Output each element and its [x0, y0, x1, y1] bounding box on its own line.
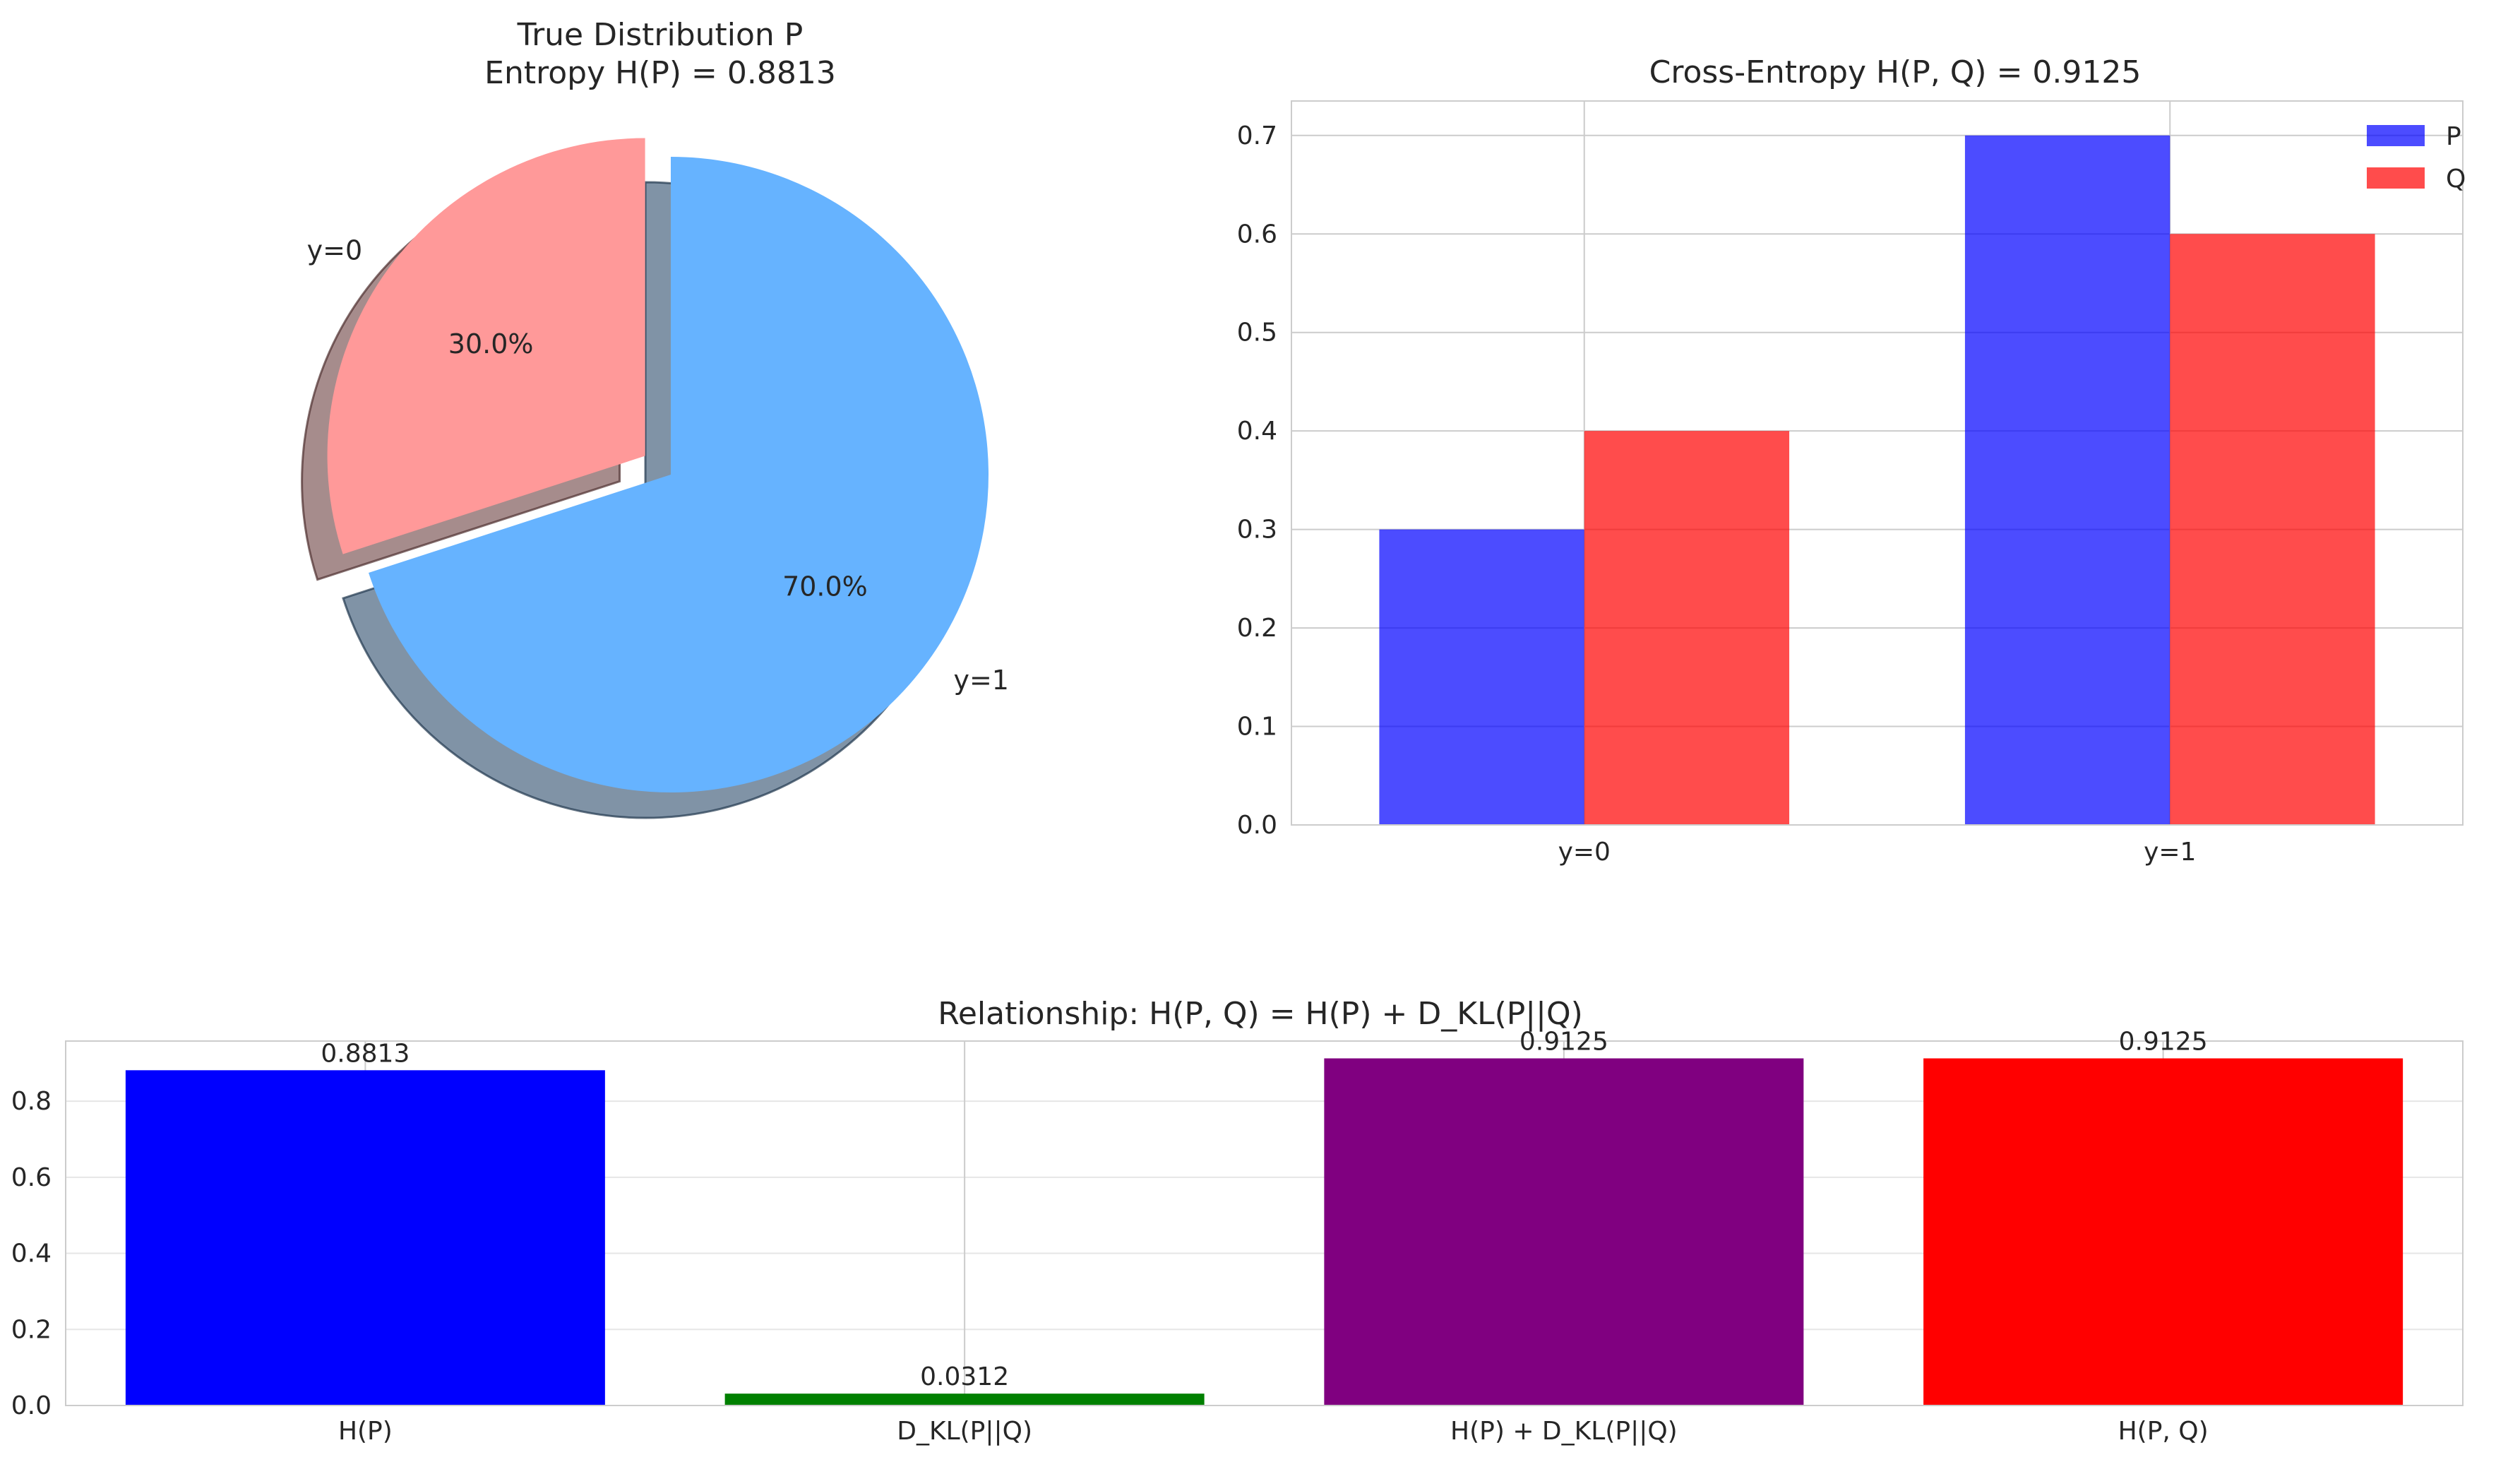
legend-swatch: [2367, 167, 2425, 189]
relationship-plot-frame: [65, 1040, 2464, 1406]
bar: [1923, 1058, 2403, 1405]
y-tick-label: 0.7: [1237, 121, 1277, 150]
x-tick-label: H(P): [338, 1417, 393, 1446]
pie-label: y=1: [953, 665, 1009, 696]
bar-value-label: 0.9125: [1519, 1028, 1608, 1057]
bar: [724, 1393, 1205, 1405]
pie-slice: [327, 138, 645, 554]
y-tick-label: 0.4: [11, 1240, 52, 1268]
bar-P: [1379, 529, 1584, 825]
cross-entropy-plot-frame: [1291, 100, 2464, 826]
pie-label: y=0: [307, 235, 363, 266]
cross-entropy-legend: PQ: [2367, 122, 2466, 194]
y-tick-label: 0.4: [1237, 417, 1277, 446]
y-tick-label: 0.1: [1237, 713, 1277, 742]
relationship-chart: Relationship: H(P, Q) = H(P) + D_KL(P||Q…: [11, 996, 2464, 1446]
y-tick-label: 0.0: [11, 1391, 52, 1420]
y-tick-label: 0.6: [1237, 220, 1277, 249]
cross-entropy-title: Cross-Entropy H(P, Q) = 0.9125: [1649, 54, 2142, 90]
legend-swatch: [2367, 125, 2425, 146]
x-tick-label: y=0: [1558, 838, 1611, 867]
pie-subtitle: Entropy H(P) = 0.8813: [484, 55, 836, 91]
y-tick-label: 0.6: [11, 1163, 52, 1192]
y-tick-label: 0.8: [11, 1087, 52, 1116]
bar-value-label: 0.0312: [920, 1362, 1009, 1391]
pie-chart: True Distribution P Entropy H(P) = 0.881…: [301, 17, 1009, 819]
x-tick-label: D_KL(P||Q): [897, 1417, 1032, 1446]
y-tick-label: 0.2: [1237, 614, 1277, 643]
pie-percent-label: 70.0%: [782, 571, 868, 602]
pie-slice: [369, 157, 989, 792]
x-tick-label: H(P) + D_KL(P||Q): [1450, 1417, 1678, 1446]
bar-P: [1964, 135, 2170, 826]
y-tick-label: 0.0: [1237, 811, 1277, 840]
y-tick-label: 0.3: [1237, 516, 1277, 545]
relationship-title: Relationship: H(P, Q) = H(P) + D_KL(P||Q…: [938, 996, 1583, 1032]
bar-Q: [2170, 234, 2375, 825]
bar: [1324, 1058, 1804, 1405]
pie-percent-label: 30.0%: [448, 328, 534, 359]
bar-Q: [1584, 431, 1790, 825]
x-tick-label: y=1: [2144, 838, 2196, 867]
bar-value-label: 0.9125: [2119, 1028, 2208, 1057]
pie-title: True Distribution P: [517, 17, 804, 53]
y-tick-label: 0.5: [1237, 319, 1277, 347]
bar: [125, 1070, 605, 1405]
legend-label: P: [2446, 122, 2461, 151]
x-tick-label: H(P, Q): [2118, 1417, 2209, 1446]
legend-label: Q: [2446, 165, 2466, 194]
y-tick-label: 0.2: [11, 1315, 52, 1344]
bar-value-label: 0.8813: [321, 1039, 410, 1068]
cross-entropy-chart: Cross-Entropy H(P, Q) = 0.9125 0.0 0.1 0.2…: [1237, 54, 2466, 867]
